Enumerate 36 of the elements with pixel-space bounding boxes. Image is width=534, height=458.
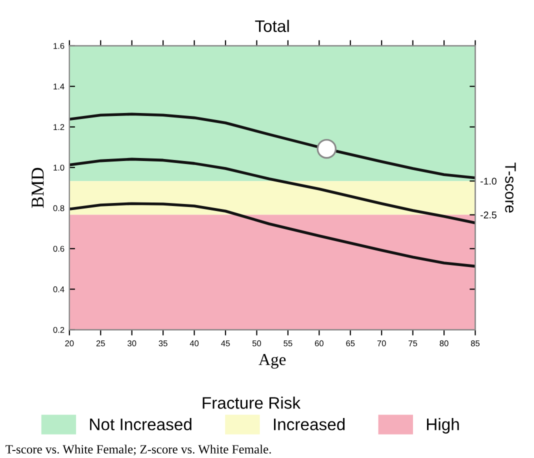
x-tick-label: 65 [346, 340, 355, 346]
y-tick-label: 0.6 [53, 246, 64, 252]
legend-label: High [427, 418, 459, 434]
y-tick-label: 1.0 [54, 164, 64, 171]
y-tick-label: 0.2 [53, 326, 64, 333]
line-series [69, 158, 476, 224]
y2-tick-label: -1.0 [480, 178, 496, 185]
x-tick-label: 20 [65, 340, 74, 346]
x-tick-label: 60 [314, 340, 324, 346]
y2-axis-title: T-score [505, 162, 516, 213]
x-tick-label: 75 [408, 340, 418, 346]
legend-label: Increased [274, 418, 345, 430]
x-tick-label: 25 [96, 340, 105, 346]
legend-label: Not Increased [90, 418, 192, 430]
x-tick-label: 80 [440, 340, 448, 346]
x-tick-label: 70 [377, 340, 386, 346]
y-tick-label: 1.4 [54, 84, 64, 90]
x-tick-label: 55 [284, 340, 292, 346]
legend-title: Fracture Risk [202, 396, 301, 409]
line-series [69, 112, 476, 180]
y2-tick-label: -2.5 [480, 212, 496, 218]
x-tick-label: 40 [190, 340, 199, 346]
x-tick-label: 45 [221, 340, 230, 346]
text: T-score vs. White Female; Z-score vs. White Female. [6, 444, 271, 456]
y-tick-label: 0.4 [53, 286, 64, 292]
line-series [69, 202, 476, 268]
x-tick-label: 35 [158, 340, 168, 346]
y-tick-label: 0.8 [53, 205, 64, 212]
y-tick-label: 1.2 [54, 124, 64, 130]
x-tick-label: 30 [128, 340, 136, 346]
chart-title: Total [255, 20, 289, 32]
x-tick-label: 85 [470, 340, 480, 346]
y-tick-label: 1.6 [54, 43, 64, 49]
y-axis-title: BMD [32, 168, 44, 208]
x-tick-label: 50 [252, 340, 262, 346]
x-axis-title: Age [258, 354, 286, 369]
